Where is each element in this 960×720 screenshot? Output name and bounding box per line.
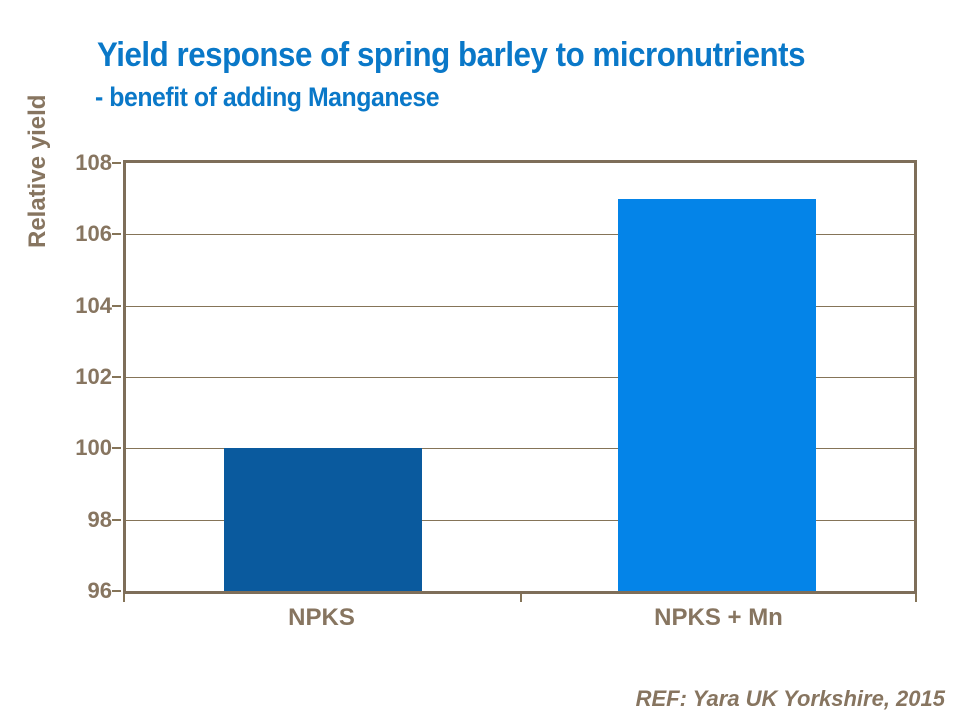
y-tick-mark-100 [112, 447, 121, 450]
x-tick-mark-0 [123, 594, 125, 602]
bar-npks-mn [618, 198, 816, 591]
gridline-102 [126, 377, 914, 378]
y-tick-mark-108 [112, 162, 121, 164]
gridline-100 [126, 448, 914, 450]
chart-subtitle: - benefit of adding Manganese [95, 82, 440, 112]
y-tick-label-102: 102 [75, 364, 112, 389]
x-tick-mark-1 [520, 594, 522, 602]
bar-npks [224, 448, 422, 591]
y-tick-label-96: 96 [87, 578, 112, 603]
gridline-106 [126, 234, 914, 236]
x-category-label-npks: NPKS [288, 604, 355, 631]
reference-text: REF: Yara UK Yorkshire, 2015 [635, 686, 945, 711]
y-tick-label-106: 106 [75, 221, 112, 247]
x-tick-mark-2 [915, 594, 917, 602]
gridline-104 [126, 305, 914, 307]
y-tick-label-104: 104 [75, 292, 112, 318]
gridline-98 [126, 519, 914, 521]
y-tick-label-98: 98 [87, 506, 112, 532]
chart-title: Yield response of spring barley to micro… [97, 36, 806, 74]
y-tick-mark-106 [112, 233, 121, 236]
x-category-label-npks-mn: NPKS + Mn [654, 604, 783, 631]
plot-area [123, 160, 917, 594]
y-tick-label-108: 108 [75, 150, 112, 175]
y-tick-mark-104 [112, 304, 121, 307]
y-tick-mark-102 [112, 376, 121, 378]
y-tick-label-100: 100 [75, 435, 112, 461]
y-tick-mark-96 [112, 590, 121, 592]
y-tick-mark-98 [112, 518, 121, 521]
